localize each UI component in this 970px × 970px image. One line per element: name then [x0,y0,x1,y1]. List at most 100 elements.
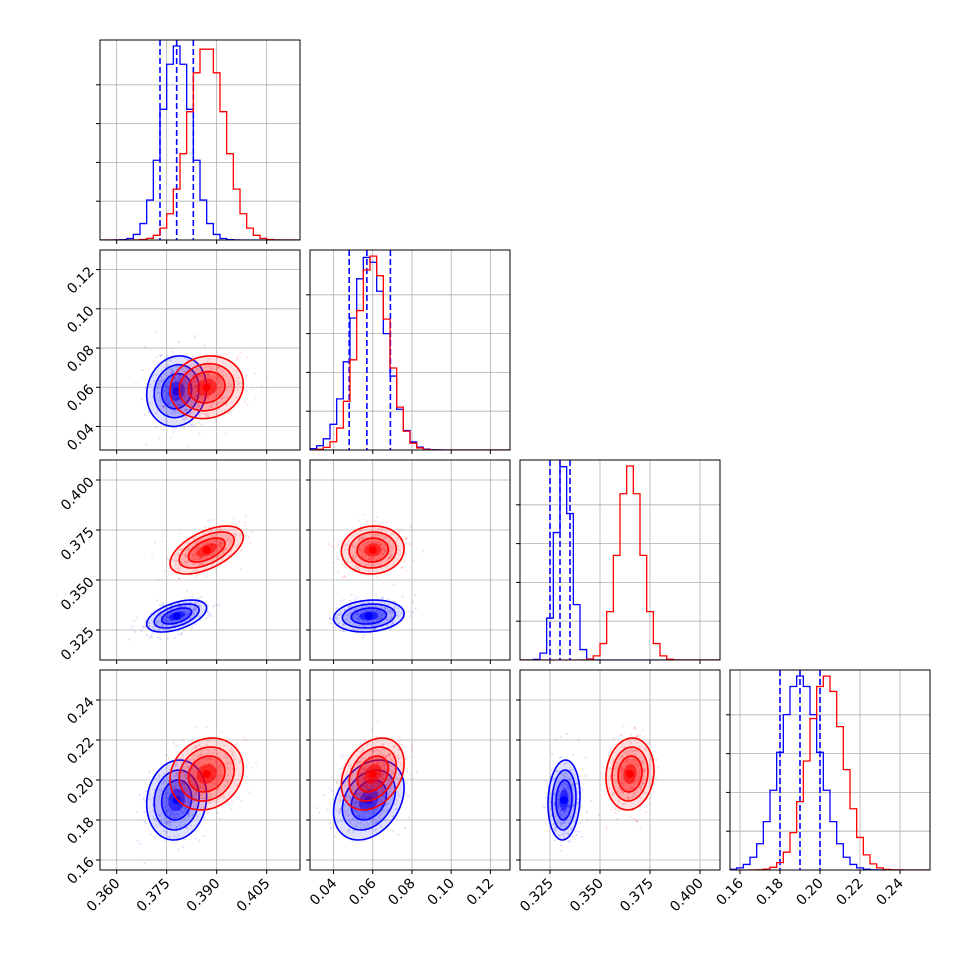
x-tick-label: 0.12 [464,876,497,909]
scatter-point [203,412,206,415]
scatter-point [166,395,169,398]
scatter-point [375,576,379,579]
scatter-point [408,543,411,547]
scatter-point [600,772,603,775]
scatter-point [635,735,638,738]
scatter-point [409,773,412,776]
scatter-point [604,793,607,796]
scatter-point [356,560,359,563]
scatter-point [388,754,391,757]
scatter-point [167,757,171,760]
scatter-point [372,784,375,787]
scatter-point [543,806,547,809]
scatter-point [373,559,376,562]
scatter-point [144,345,147,349]
scatter-point [399,802,402,806]
scatter-point [193,609,196,612]
y-tick-label: 0.12 [64,264,97,297]
scatter-point [217,742,221,745]
scatter-point [195,780,199,784]
scatter-point [574,812,577,815]
scatter-point [244,521,247,524]
scatter-point [207,375,210,378]
scatter-point [362,776,365,779]
scatter-point [234,534,237,537]
scatter-point [381,596,384,599]
scatter-point [199,754,202,757]
scatter-point [615,806,618,810]
scatter-point [567,787,570,790]
scatter-point [193,608,196,611]
scatter-point [192,792,195,795]
scatter-point [144,386,147,390]
scatter-point [153,625,156,629]
scatter-point [204,366,207,369]
scatter-point [167,402,170,405]
scatter-point [368,812,371,815]
scatter-point [197,396,200,399]
scatter-point [162,829,166,833]
scatter-point [184,561,188,564]
scatter-point [209,612,212,615]
scatter-point [218,527,221,530]
scatter-point [365,786,368,790]
scatter-point [352,809,355,812]
scatter-point [375,784,378,788]
scatter-point [196,556,200,559]
scatter-point [369,621,372,624]
scatter-point [629,786,632,789]
scatter-point [356,755,359,758]
scatter-point [239,760,242,764]
scatter-point [353,558,356,561]
scatter-point [369,558,372,561]
scatter-point [134,382,138,385]
scatter-point [155,356,158,359]
scatter-point [348,831,351,834]
scatter-point [563,821,566,824]
scatter-point [220,397,223,400]
scatter-point [382,547,385,550]
scatter-point [202,396,205,399]
scatter-point [357,805,360,808]
scatter-point [194,607,197,610]
scatter-point [175,379,178,382]
scatter-point [173,623,176,627]
scatter-point [374,593,378,597]
scatter-point [388,557,391,560]
scatter-point [204,757,207,760]
panel-body [520,460,720,660]
scatter-point [205,726,208,729]
histogram-series-1 [310,255,510,450]
y-tick-label: 0.04 [64,421,97,454]
scatter-point [630,761,633,764]
scatter-point [609,775,612,778]
contour-line [169,737,245,811]
scatter-point [192,394,195,398]
scatter-point [400,612,403,615]
scatter-point [217,365,221,369]
scatter-point [569,769,572,772]
scatter-point [193,794,197,797]
scatter-point [387,752,390,756]
scatter-point [563,810,567,814]
scatter-point [219,795,222,799]
scatter-point [381,743,384,746]
scatter-point [644,811,647,814]
scatter-point [192,795,195,798]
scatter-point [374,627,377,630]
scatter-point [193,384,196,387]
scatter-point [153,613,156,616]
scatter-point [621,774,624,778]
scatter-point [383,536,386,539]
scatter-point [156,636,160,639]
scatter-point [636,820,639,823]
scatter-point [214,534,217,538]
scatter-point [645,749,648,752]
scatter-point [341,754,344,757]
scatter-point [378,611,382,614]
scatter-point [158,395,162,398]
scatter-point [226,385,229,388]
scatter-point [557,794,560,797]
scatter-point [339,795,343,798]
x-tick-label: 0.16 [713,875,746,908]
